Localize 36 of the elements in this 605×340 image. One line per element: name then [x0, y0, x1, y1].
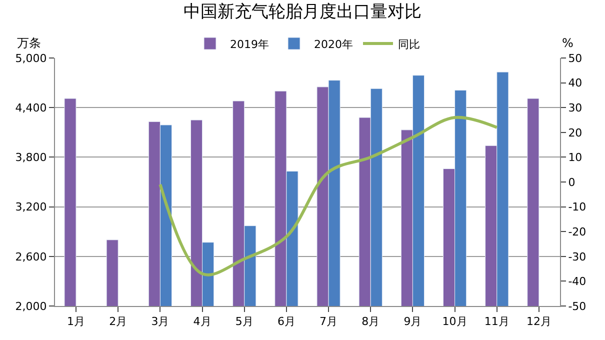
y2-tick-label: 50	[568, 52, 582, 65]
y2-tick-label: -30	[568, 250, 586, 264]
legend-label: 2020年	[314, 38, 353, 51]
x-tick-label: 6月	[277, 315, 296, 328]
x-tick-label: 2月	[109, 315, 128, 328]
y-axis-title: 万条	[17, 36, 41, 50]
y-tick-label: 4,400	[15, 101, 47, 114]
y-tick-label: 2,000	[15, 300, 47, 313]
x-tick-label: 8月	[362, 315, 380, 328]
y2-tick-label: 20	[568, 126, 582, 140]
y2-tick-label: -10	[568, 200, 586, 214]
x-tick-label: 4月	[193, 315, 212, 328]
legend-label: 2019年	[230, 38, 269, 51]
y-tick-label: 5,000	[15, 52, 47, 65]
y-tick-label: 2,600	[15, 250, 47, 264]
x-tick-label: 7月	[320, 315, 338, 328]
y2-tick-label: 0	[568, 176, 576, 189]
y-tick-label: 3,200	[15, 200, 47, 214]
chart-title: 中国新充气轮胎月度出口量对比	[184, 2, 422, 22]
x-tick-label: 9月	[404, 315, 422, 328]
x-tick-label: 12月	[526, 315, 552, 328]
y2-tick-label: 10	[568, 151, 582, 164]
y-tick-label: 3,800	[15, 151, 47, 164]
x-tick-label: 10月	[442, 315, 468, 328]
y2-tick-label: 40	[568, 76, 582, 90]
x-tick-label: 1月	[67, 315, 86, 328]
x-tick-label: 5月	[235, 315, 254, 328]
x-tick-label: 3月	[151, 315, 170, 328]
x-tick-label: 11月	[484, 315, 510, 328]
legend-label: 同比	[398, 38, 420, 51]
y2-axis-title: %	[562, 36, 574, 50]
y2-tick-label: 30	[568, 101, 582, 114]
y2-tick-label: -20	[568, 225, 586, 238]
y2-tick-label: -50	[568, 300, 586, 313]
line-series	[158, 116, 498, 276]
y2-tick-label: -40	[568, 275, 586, 288]
